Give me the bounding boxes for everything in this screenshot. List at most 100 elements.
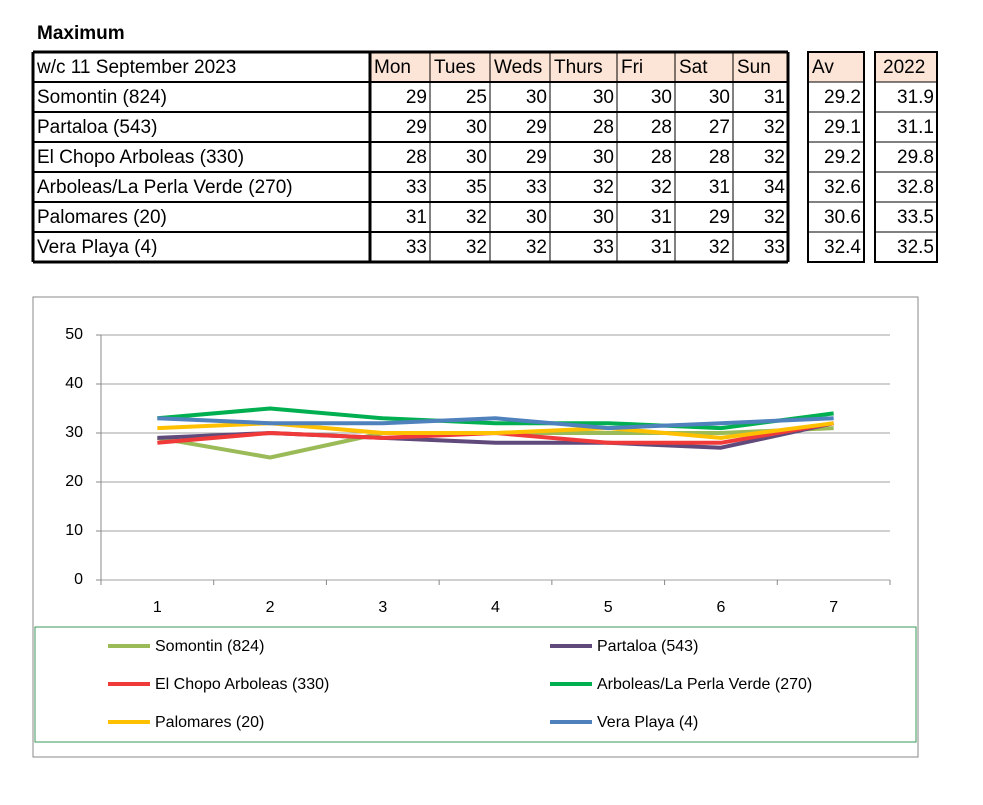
- cell: 33.5: [897, 207, 934, 228]
- cell: 31: [764, 87, 785, 108]
- header-text: w/c 11 September 2023: [36, 57, 236, 78]
- legend-label: Vera Playa (4): [597, 714, 698, 731]
- cell: 29: [709, 207, 730, 228]
- y-tick-label: 10: [65, 522, 83, 539]
- row-label: Vera Playa (4): [37, 237, 157, 258]
- column-box: [874, 51, 938, 263]
- cell: 29: [526, 147, 547, 168]
- legend-label: Partaloa (543): [597, 638, 698, 655]
- cell: 30: [709, 87, 730, 108]
- cell: 33: [526, 177, 547, 198]
- cell: 29.2: [824, 147, 861, 168]
- header-text: Weds: [494, 57, 542, 78]
- cell: 29.8: [897, 147, 934, 168]
- cell: 30: [593, 87, 614, 108]
- cell: 32: [764, 117, 785, 138]
- header-text: Fri: [621, 57, 643, 78]
- x-tick-label: 5: [604, 599, 613, 616]
- cell: 30: [466, 147, 487, 168]
- header-cell: [550, 52, 617, 82]
- header-cell: [875, 52, 937, 82]
- header-cell: [733, 52, 788, 82]
- chart-frame: [32, 296, 919, 758]
- legend-label: El Chopo Arboleas (330): [155, 676, 329, 693]
- cell: 29.2: [824, 87, 861, 108]
- x-tick-label: 1: [153, 599, 162, 616]
- cell: 31: [651, 207, 672, 228]
- cell: 31: [406, 207, 427, 228]
- cell: 29: [406, 87, 427, 108]
- cell: 30: [526, 87, 547, 108]
- cell: 32.5: [897, 237, 934, 258]
- cell: 31.9: [897, 87, 934, 108]
- cell: 32.4: [824, 237, 861, 258]
- legend-label: Palomares (20): [155, 714, 264, 731]
- cell: 34: [764, 177, 786, 198]
- cell: 32: [651, 177, 672, 198]
- x-tick-label: 7: [829, 599, 838, 616]
- cell: 30: [526, 207, 547, 228]
- cell: 31: [709, 177, 730, 198]
- cell: 32: [764, 207, 785, 228]
- cell: 33: [406, 177, 427, 198]
- series-line: [157, 416, 834, 431]
- y-tick-label: 40: [65, 375, 83, 392]
- cell: 32: [466, 237, 487, 258]
- header-text: Mon: [374, 57, 411, 78]
- series-line: [157, 406, 834, 431]
- cell: 30: [651, 87, 672, 108]
- header-cell: [617, 52, 675, 82]
- x-tick-label: 6: [716, 599, 725, 616]
- cell: 32: [709, 237, 730, 258]
- header-text: Av: [812, 57, 834, 78]
- x-tick-label: 4: [491, 599, 500, 616]
- header-text: Tues: [434, 57, 476, 78]
- cell: 28: [709, 147, 730, 168]
- cell: 28: [651, 147, 672, 168]
- legend-label: Somontin (824): [155, 638, 264, 655]
- cell: 30: [593, 207, 614, 228]
- cell: 31: [651, 237, 672, 258]
- cell: 32: [764, 147, 785, 168]
- header-text: Thurs: [554, 57, 603, 78]
- cell: 30: [593, 147, 614, 168]
- cell: 32.6: [824, 177, 861, 198]
- cell: 33: [764, 237, 785, 258]
- legend-label: Arboleas/La Perla Verde (270): [597, 676, 812, 693]
- cell: 29: [406, 117, 427, 138]
- x-tick-label: 3: [378, 599, 387, 616]
- cell: 35: [466, 177, 487, 198]
- header-cell: [370, 52, 430, 82]
- y-tick-label: 30: [65, 424, 83, 441]
- cell: 25: [466, 87, 487, 108]
- row-label: Palomares (20): [37, 207, 167, 228]
- cell: 32: [466, 207, 487, 228]
- y-tick-label: 50: [65, 326, 83, 343]
- header-text: Sat: [679, 57, 708, 78]
- header-text: 2022: [883, 57, 925, 78]
- cell: 28: [651, 117, 672, 138]
- cell: 33: [406, 237, 427, 258]
- cell: 27: [709, 117, 730, 138]
- cell: 29.1: [824, 117, 861, 138]
- row-label: Somontin (824): [37, 87, 167, 108]
- heading: Maximum: [37, 23, 125, 44]
- header-cell: [490, 52, 550, 82]
- header-cell: [808, 52, 864, 82]
- cell: 30.6: [824, 207, 861, 228]
- cell: 32: [593, 177, 614, 198]
- cell: 30: [466, 117, 487, 138]
- x-tick-label: 2: [266, 599, 275, 616]
- cell: 31.1: [897, 117, 934, 138]
- cell: 29: [526, 117, 547, 138]
- cell: 28: [406, 147, 427, 168]
- header-cell: [430, 52, 490, 82]
- column-box: [807, 51, 865, 263]
- row-label: Arboleas/La Perla Verde (270): [37, 177, 293, 198]
- row-label: El Chopo Arboleas (330): [37, 147, 244, 168]
- cell: 32.8: [897, 177, 934, 198]
- cell: 32: [526, 237, 547, 258]
- header-cell: [675, 52, 733, 82]
